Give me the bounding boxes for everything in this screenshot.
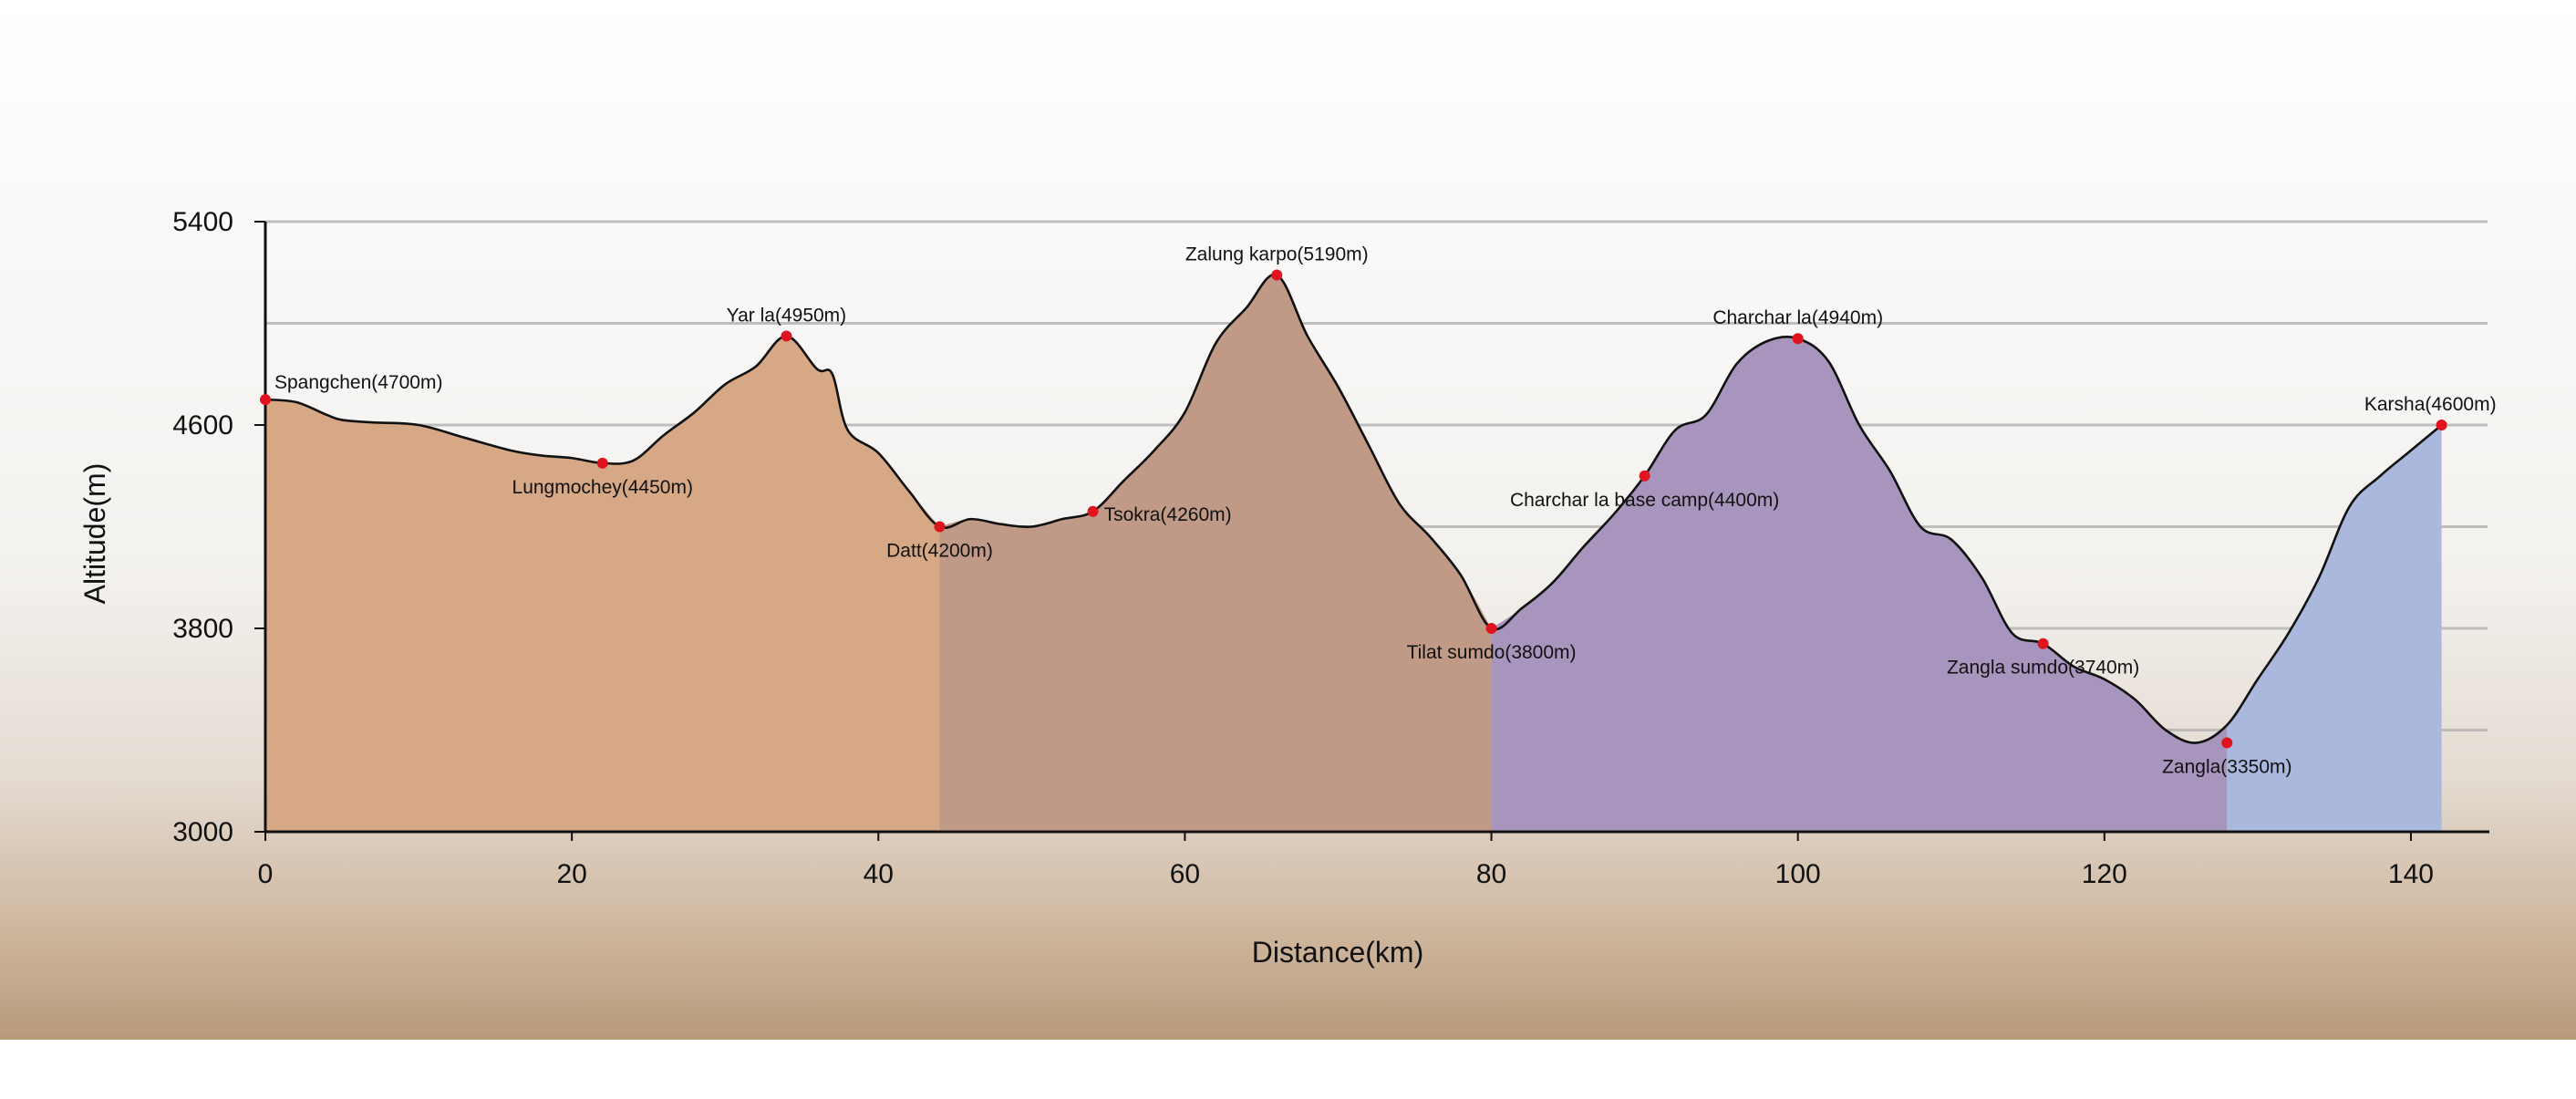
waypoint-marker	[2221, 737, 2233, 749]
x-tick-label: 80	[1476, 859, 1506, 889]
waypoint-marker	[1639, 470, 1650, 482]
profile-line	[264, 273, 2443, 744]
waypoint-label: Datt(4200m)	[886, 541, 993, 562]
waypoint-marker	[596, 457, 608, 469]
waypoint-label: Zangla sumdo(3740m)	[1947, 658, 2139, 679]
waypoint-label: Zalung karpo(5190m)	[1185, 244, 1369, 265]
waypoint-label: Lungmochey(4450m)	[512, 477, 693, 498]
x-tick-label: 20	[556, 859, 586, 889]
waypoint-marker	[260, 394, 271, 406]
profile-area-segment	[2227, 425, 2442, 832]
y-axis-title: Altitude(m)	[78, 463, 111, 605]
waypoint-label: Karsha(4600m)	[2364, 394, 2497, 415]
line-layer	[264, 273, 2443, 744]
y-tick-label: 3000	[172, 817, 233, 847]
waypoint-label: Tilat sumdo(3800m)	[1407, 642, 1577, 663]
waypoint-label: Zangla(3350m)	[2162, 756, 2292, 777]
x-tick-label: 0	[258, 859, 274, 889]
waypoint-marker	[934, 521, 946, 533]
waypoint-marker	[781, 330, 792, 342]
area-layer	[265, 274, 2442, 833]
waypoint-layer: Spangchen(4700m) Lungmochey(4450m) Yar la(…	[260, 244, 2497, 777]
y-tick-label: 5400	[172, 207, 233, 237]
waypoint-label: Charchar la base camp(4400m)	[1510, 490, 1779, 511]
waypoint-label: Yar la(4950m)	[727, 305, 847, 326]
y-tick-label: 4600	[172, 410, 233, 441]
waypoint-label: Tsokra(4260m)	[1104, 504, 1232, 525]
x-tick-label: 60	[1170, 859, 1200, 889]
x-tick-label: 40	[864, 859, 894, 889]
profile-area-segment	[1491, 337, 2228, 833]
x-tick-label: 140	[2388, 859, 2434, 889]
x-tick-label: 120	[2082, 859, 2127, 889]
waypoint-marker	[2037, 638, 2049, 649]
waypoint-marker	[2436, 420, 2447, 430]
y-tick-label: 3800	[172, 614, 233, 644]
waypoint-marker	[1485, 623, 1497, 634]
profile-area-segment	[939, 274, 1492, 832]
x-axis-title: Distance(km)	[1252, 936, 1423, 969]
waypoint-marker	[1792, 333, 1804, 345]
profile-area-segment	[265, 336, 940, 832]
waypoint-label: Spangchen(4700m)	[274, 372, 442, 393]
waypoint-label: Charchar la(4940m)	[1712, 307, 1883, 328]
waypoint-marker	[1271, 269, 1283, 281]
axis-layer: 0 20 40 60 80 100 120 140 3000 3800 4600 5400	[172, 207, 2489, 889]
x-tick-label: 100	[1775, 859, 1821, 889]
waypoint-marker	[1087, 505, 1099, 517]
